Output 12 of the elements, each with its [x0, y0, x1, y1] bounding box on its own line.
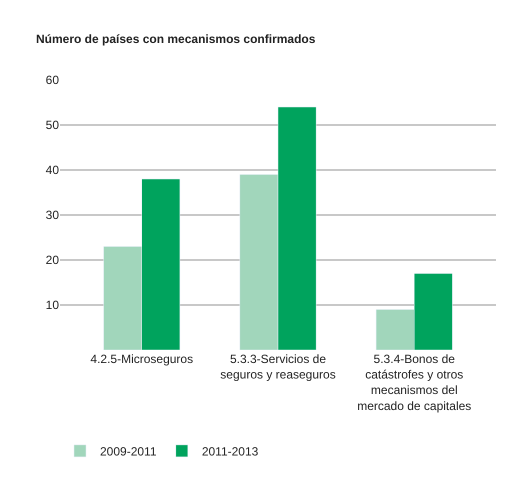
x-tick-label: 4.2.5-Microseguros: [90, 352, 194, 366]
y-tick-label: 50: [46, 118, 60, 132]
legend-label: 2009-2011: [100, 444, 157, 459]
y-tick-label: 20: [46, 253, 60, 268]
legend-label: 2011-2013: [202, 444, 259, 459]
y-tick-label: 10: [46, 298, 60, 312]
y-axis-title: Número de países con mecanismos confirmados: [36, 32, 316, 46]
x-tick-label: 5.3.4-Bonos de catástrofes y otros mecanismos del mercado de capitales: [357, 352, 472, 413]
x-tick-label: 5.3.3-Servicios de seguros y reaseguros: [220, 352, 336, 382]
y-tick-label: 40: [46, 163, 60, 178]
y-tick-label: 30: [46, 208, 60, 222]
y-tick-label: 60: [46, 73, 60, 88]
